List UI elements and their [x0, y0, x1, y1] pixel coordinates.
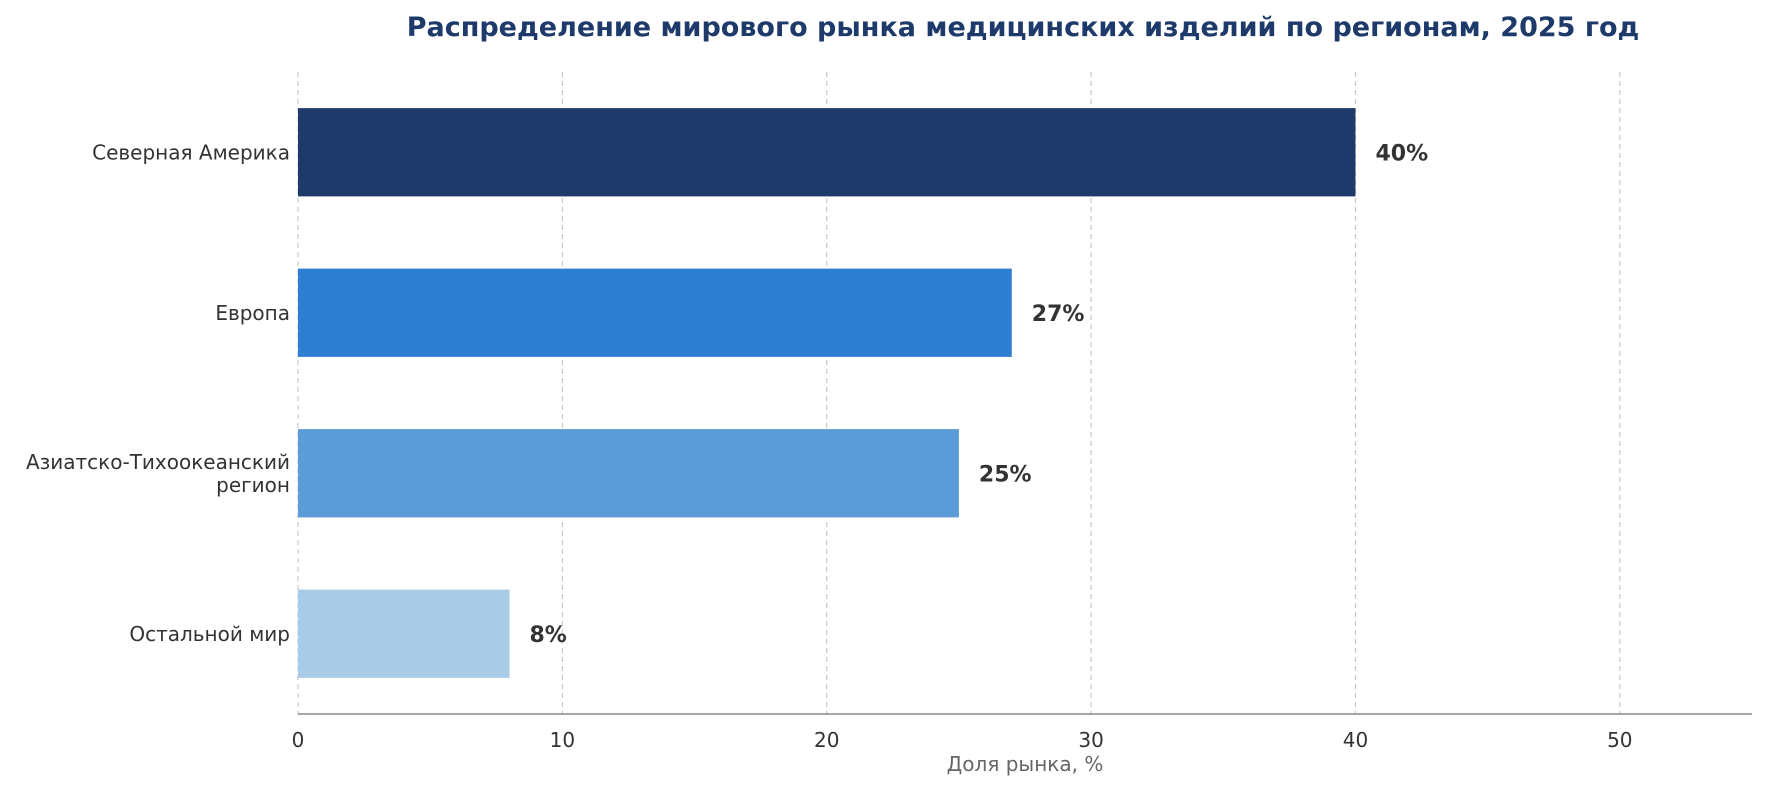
bar [298, 589, 510, 678]
data-label: 25% [979, 462, 1032, 487]
data-label: 40% [1375, 141, 1428, 166]
bars [298, 108, 1356, 678]
category-label: регион [216, 473, 290, 497]
chart-title: Распределение мирового рынка медицинских… [407, 12, 1640, 43]
category-label: Азиатско-Тихоокеанский [26, 450, 290, 474]
x-tick-label: 50 [1607, 728, 1632, 752]
category-label: Европа [215, 301, 290, 325]
category-label: Остальной мир [129, 622, 290, 646]
x-axis-title: Доля рынка, % [947, 752, 1104, 776]
data-label: 27% [1032, 302, 1085, 327]
x-tick-label: 20 [814, 728, 839, 752]
x-tick-label: 0 [292, 728, 305, 752]
x-tick-label: 40 [1343, 728, 1368, 752]
category-labels: Северная Америка Европа Азиатско-Тихоокеан… [26, 140, 290, 646]
x-tick-label: 10 [550, 728, 575, 752]
bar [298, 268, 1012, 357]
bar [298, 429, 959, 518]
x-tick-labels: 0 10 20 30 40 50 [292, 728, 1633, 752]
bar [298, 108, 1356, 197]
data-label: 8% [529, 623, 566, 648]
category-label: Северная Америка [92, 140, 290, 164]
data-labels: 40% 27% 25% 8% [529, 141, 1428, 648]
x-tick-label: 30 [1078, 728, 1103, 752]
